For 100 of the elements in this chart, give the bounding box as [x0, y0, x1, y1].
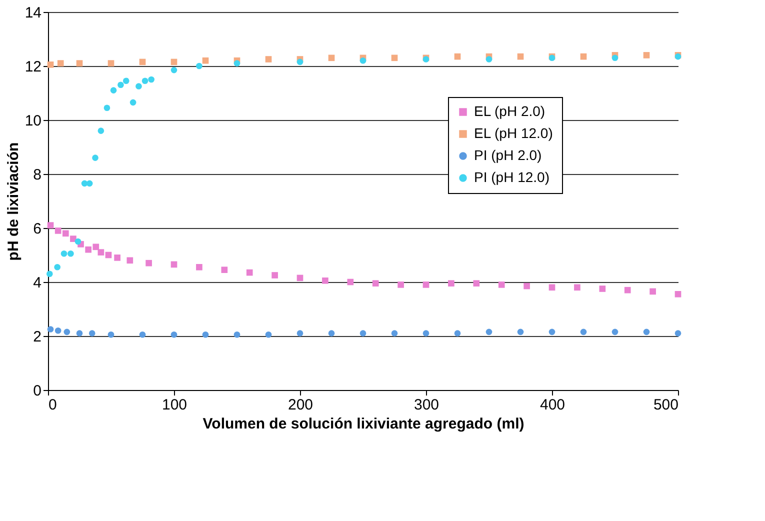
legend-label: PI (pH 12.0) [474, 169, 550, 185]
point [202, 57, 209, 64]
point [170, 261, 178, 268]
point [146, 260, 152, 266]
x-axis-title: Volumen de solución lixiviante agregado (ml) [202, 416, 524, 432]
point [74, 238, 82, 245]
point [114, 254, 120, 261]
point [60, 250, 68, 257]
point [360, 57, 366, 64]
x-tick-label: 0 [48, 396, 57, 414]
point [130, 99, 136, 106]
point [422, 282, 430, 288]
y-tick-label: 0 [33, 382, 42, 400]
point [624, 286, 631, 294]
point [272, 272, 278, 278]
point [76, 60, 83, 66]
point [486, 328, 492, 336]
point [139, 331, 146, 338]
y-tick-label: 2 [33, 328, 42, 346]
point [170, 331, 178, 338]
point [612, 54, 618, 62]
point [643, 52, 650, 58]
point [76, 330, 83, 336]
point [454, 330, 461, 336]
legend-label: EL (pH 2.0) [474, 103, 546, 119]
point [221, 266, 228, 274]
point [398, 282, 404, 288]
point [391, 330, 398, 336]
point [47, 61, 54, 68]
point [170, 66, 178, 74]
point [517, 53, 524, 60]
point [98, 128, 104, 134]
point [391, 54, 398, 62]
point [296, 274, 304, 282]
point [196, 264, 202, 270]
point [322, 277, 328, 284]
point [108, 60, 114, 66]
x-tick-label: 200 [288, 396, 314, 414]
point [57, 60, 64, 66]
y-tick-label: 6 [33, 220, 42, 238]
point [142, 78, 148, 84]
point [148, 76, 154, 83]
point [296, 330, 304, 336]
point [54, 327, 62, 334]
point [347, 278, 354, 286]
point [68, 250, 74, 257]
point [234, 331, 240, 338]
point [328, 330, 335, 336]
point [110, 87, 117, 94]
point [612, 328, 618, 336]
point [118, 82, 124, 88]
point [246, 269, 253, 276]
point [47, 326, 54, 332]
y-tick-label: 14 [24, 4, 42, 22]
point [580, 328, 587, 336]
legend-label: PI (pH 2.0) [474, 147, 542, 163]
point [574, 284, 580, 291]
point [580, 53, 587, 60]
point [202, 331, 209, 338]
point [47, 222, 54, 228]
point [473, 280, 480, 287]
point [98, 249, 104, 256]
point [105, 252, 112, 258]
y-axis-title: pH de lixiviación [4, 142, 22, 261]
x-tick-label: 500 [653, 396, 678, 414]
x-tick-label: 100 [162, 396, 188, 414]
point [454, 53, 461, 60]
point [486, 56, 492, 62]
point [422, 330, 430, 336]
point [650, 288, 656, 295]
point [46, 270, 53, 278]
point [498, 282, 505, 288]
legend-label: EL (pH 12.0) [474, 125, 553, 141]
point [296, 58, 304, 66]
point [448, 280, 454, 287]
point [196, 62, 202, 70]
point [599, 286, 606, 292]
point [108, 331, 114, 338]
y-tick-label: 8 [33, 166, 42, 184]
point [548, 284, 556, 291]
point [643, 328, 650, 336]
point [548, 328, 556, 336]
point [86, 180, 93, 187]
point [136, 83, 142, 90]
point [54, 228, 62, 234]
point [64, 328, 70, 336]
y-tick-label: 10 [24, 112, 42, 130]
point [674, 290, 682, 298]
point [360, 330, 366, 336]
point [122, 78, 130, 84]
point [139, 58, 146, 66]
point [92, 244, 100, 250]
point [372, 280, 379, 287]
point [517, 328, 524, 336]
point [126, 257, 134, 264]
x-tick-label: 400 [540, 396, 566, 414]
point [92, 154, 98, 161]
point [104, 104, 110, 112]
point [524, 282, 530, 290]
point [265, 56, 272, 62]
